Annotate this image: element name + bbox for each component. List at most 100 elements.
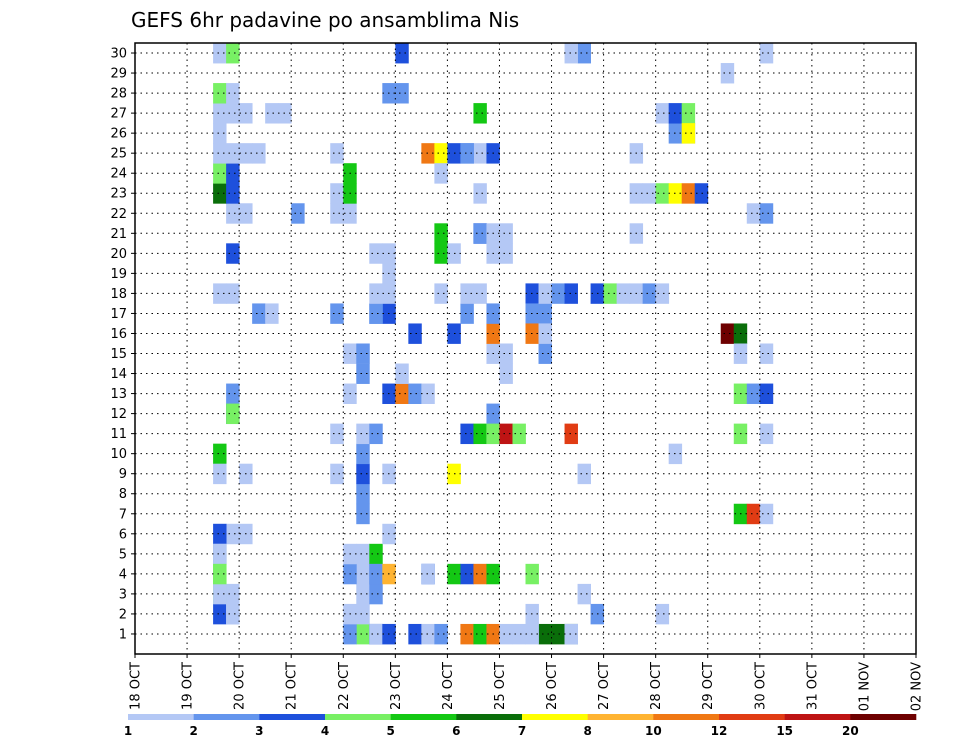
heatmap-cell [213,603,227,625]
heatmap-cell [226,403,240,425]
grid-lines [134,43,917,654]
heatmap-cell [499,343,513,364]
heatmap-cell [759,203,774,224]
heatmap-cell [330,303,344,324]
heatmap-cell [460,623,474,645]
heatmap-cell [473,183,487,204]
heatmap-cell [265,103,279,124]
colorbar-label: 10 [645,724,662,738]
y-tick-label: 26 [110,127,127,142]
x-tick-label: 24 OCT [441,662,456,710]
heatmap-cell [330,423,344,445]
heatmap-cell [551,283,565,304]
x-axis-labels: 18 OCT 19 OCT 20 OCT 21 OCT 22 OCT 23 OCT 24 O… [129,662,925,711]
heatmap-cell [356,583,370,605]
y-tick-label: 20 [110,247,127,262]
heatmap-cell [226,583,240,605]
y-tick-label: 5 [119,547,127,562]
heatmap-cell [213,443,227,465]
heatmap-cell [213,143,227,164]
heatmap-cell [291,203,305,224]
heatmap-cell [564,423,578,445]
heatmap-cell [369,303,383,324]
heatmap-cell [226,183,240,204]
x-tick-label: 19 OCT [181,662,196,710]
y-tick-label: 27 [110,107,127,122]
heatmap-cell [473,623,487,645]
heatmap-cell [434,163,448,184]
x-tick-label: 02 NOV [910,662,925,711]
heatmap-cell [499,363,513,384]
heatmap-cell [538,323,552,344]
heatmap-cell [356,563,370,585]
heatmap-cell [616,283,631,304]
heatmap-cell [369,543,383,565]
heatmap-cell [226,43,240,64]
heatmap-cell [642,183,657,204]
heatmap-cell [356,543,370,565]
heatmap-cell [356,423,370,445]
heatmap-cell [694,183,709,204]
y-tick-label: 28 [110,87,127,102]
heatmap-cell [226,203,240,224]
heatmap-cell [356,483,370,505]
heatmap-cell [213,563,227,585]
y-tick-label: 29 [110,67,127,82]
heatmap-cell [551,623,565,645]
y-tick-label: 4 [119,567,127,582]
heatmap-cell [265,303,279,324]
heatmap-cell [538,303,552,324]
heatmap-cell [460,563,474,585]
y-tick-label: 1 [119,627,127,642]
heatmap-cell [720,323,735,344]
x-tick-label: 30 OCT [753,662,768,710]
x-tick-label: 29 OCT [701,662,716,710]
colorbar-segment [784,714,851,720]
heatmap-cell [460,303,474,324]
y-axis-labels: 1234567891011121314151617181920212223242… [110,47,127,643]
colorbar-label: 3 [255,724,263,738]
heatmap-cell [460,143,474,164]
heatmap-cell [434,143,448,164]
colorbar-label: 1 [124,724,132,738]
colorbar-segment [193,714,260,720]
heatmap-cell [356,463,370,485]
colorbar-label: 4 [321,724,329,738]
heatmap-cell [330,183,344,204]
heatmap-cell [746,503,761,525]
colorbar-segment [719,714,785,720]
x-tick-label: 18 OCT [129,662,144,710]
heatmap-cell [369,623,383,645]
heatmap-cell [226,103,240,124]
heatmap-cell [330,463,344,485]
x-tick-label: 27 OCT [597,662,612,710]
colorbar-segment [259,714,326,720]
heatmap-cell [473,103,487,124]
heatmap-cell [473,143,487,164]
heatmap-cell [421,383,435,404]
colorbar-segment [653,714,720,720]
heatmap-cell [213,83,227,104]
heatmap-cell [356,603,370,625]
y-tick-label: 22 [110,207,127,222]
heatmap-cell [356,343,370,364]
heatmap-cell [395,83,409,104]
heatmap-cell [655,183,670,204]
y-tick-label: 16 [110,327,127,342]
y-tick-label: 9 [119,467,127,482]
x-tick-label: 26 OCT [545,662,560,710]
heatmap-cell [369,283,383,304]
colorbar-label: 2 [189,724,197,738]
heatmap-cell [226,283,240,304]
heatmap-cell [408,323,422,344]
heatmap-cell [356,623,370,645]
heatmap-cell [759,503,774,525]
y-tick-label: 23 [110,187,127,202]
colorbar-label: 20 [842,724,859,738]
heatmap-cell [564,623,578,645]
heatmap-cell [434,283,448,304]
heatmap-cell [369,583,383,605]
heatmap-cell [538,343,552,364]
heatmap-cell [434,223,448,244]
heatmap-cell [499,243,513,264]
